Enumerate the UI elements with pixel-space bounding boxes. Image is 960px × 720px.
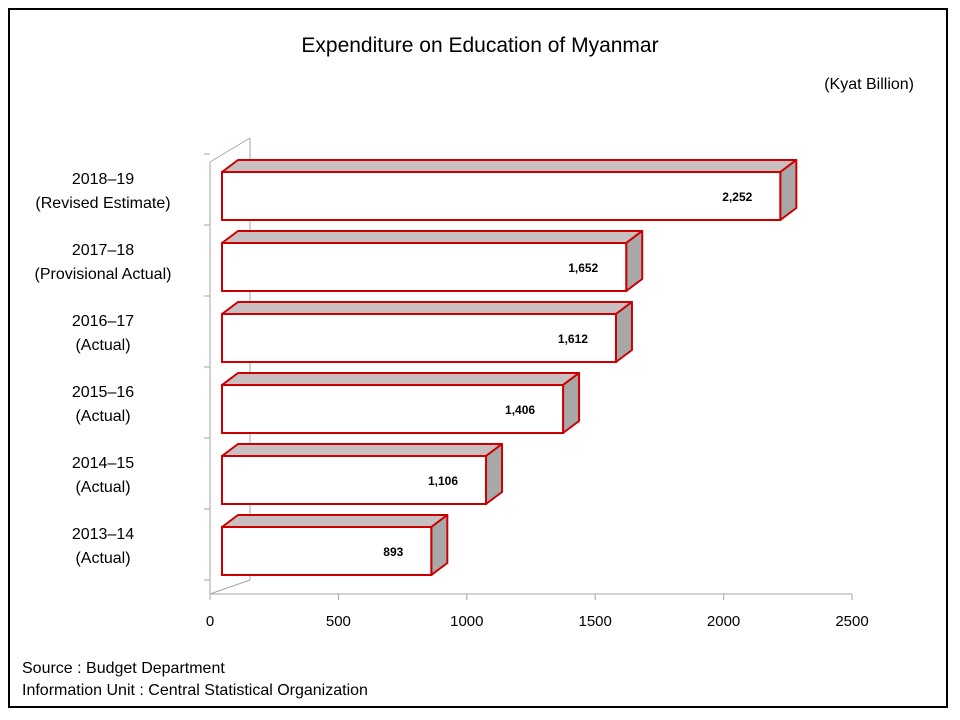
wall-top-edge bbox=[209, 137, 251, 163]
bar-value-label: 893 bbox=[383, 545, 403, 559]
bar bbox=[221, 455, 488, 505]
x-tick-label: 1500 bbox=[579, 613, 612, 630]
x-tick-label: 500 bbox=[326, 613, 351, 630]
bar-side bbox=[779, 159, 798, 221]
bar bbox=[221, 384, 565, 434]
unit-label: (Kyat Billion) bbox=[824, 76, 914, 93]
bar bbox=[221, 526, 433, 576]
category-label-line: (Revised Estimate) bbox=[35, 195, 171, 212]
info-unit-text: Information Unit : Central Statistical O… bbox=[22, 682, 368, 699]
x-tick-label: 2000 bbox=[707, 613, 740, 630]
category-label: 2018–19 (Revised Estimate) bbox=[3, 168, 203, 216]
category-label-line: (Actual) bbox=[75, 550, 131, 567]
bar-value-label: 1,652 bbox=[568, 261, 598, 275]
category-label: 2013–14 (Actual) bbox=[3, 523, 203, 571]
category-label: 2014–15 (Actual) bbox=[3, 452, 203, 500]
category-label-line: 2018–19 bbox=[71, 171, 135, 188]
bar-side bbox=[614, 301, 633, 363]
bar-top bbox=[221, 301, 633, 315]
bar-value-label: 1,106 bbox=[428, 474, 458, 488]
bar bbox=[221, 171, 782, 221]
footer: Source : Budget Department Information U… bbox=[22, 658, 368, 702]
category-label-line: (Actual) bbox=[75, 408, 131, 425]
category-label-line: 2014–15 bbox=[71, 455, 135, 472]
x-tick-label: 0 bbox=[206, 613, 214, 630]
bar-value-label: 1,406 bbox=[505, 403, 535, 417]
bar-side bbox=[562, 372, 581, 434]
bar-top bbox=[221, 443, 504, 457]
bar-top bbox=[221, 159, 798, 173]
bar-side bbox=[625, 230, 644, 292]
category-label-line: (Actual) bbox=[75, 337, 131, 354]
x-tick-label: 1000 bbox=[450, 613, 483, 630]
category-label-line: 2013–14 bbox=[71, 526, 135, 543]
bar-value-label: 2,252 bbox=[722, 190, 752, 204]
bar bbox=[221, 242, 628, 292]
bar-side bbox=[485, 443, 504, 505]
source-text: Source : Budget Department bbox=[22, 660, 225, 677]
bar bbox=[221, 313, 617, 363]
category-label-line: (Actual) bbox=[75, 479, 131, 496]
bar-top bbox=[221, 514, 449, 528]
bar-value-label: 1,612 bbox=[558, 332, 588, 346]
x-tick-label: 2500 bbox=[835, 613, 868, 630]
chart-title: Expenditure on Education of Myanmar bbox=[301, 34, 659, 57]
bar-side bbox=[430, 514, 449, 576]
bar-top bbox=[221, 372, 581, 386]
category-label: 2015–16 (Actual) bbox=[3, 381, 203, 429]
category-label-line: 2015–16 bbox=[71, 384, 135, 401]
floor-edge bbox=[209, 579, 251, 595]
category-label: 2016–17 (Actual) bbox=[3, 310, 203, 358]
category-label-line: 2016–17 bbox=[71, 313, 135, 330]
chart-frame bbox=[8, 8, 948, 708]
category-label: 2017–18 (Provisional Actual) bbox=[3, 239, 203, 287]
category-label-line: 2017–18 bbox=[71, 242, 135, 259]
bar-top bbox=[221, 230, 644, 244]
category-label-line: (Provisional Actual) bbox=[34, 266, 172, 283]
